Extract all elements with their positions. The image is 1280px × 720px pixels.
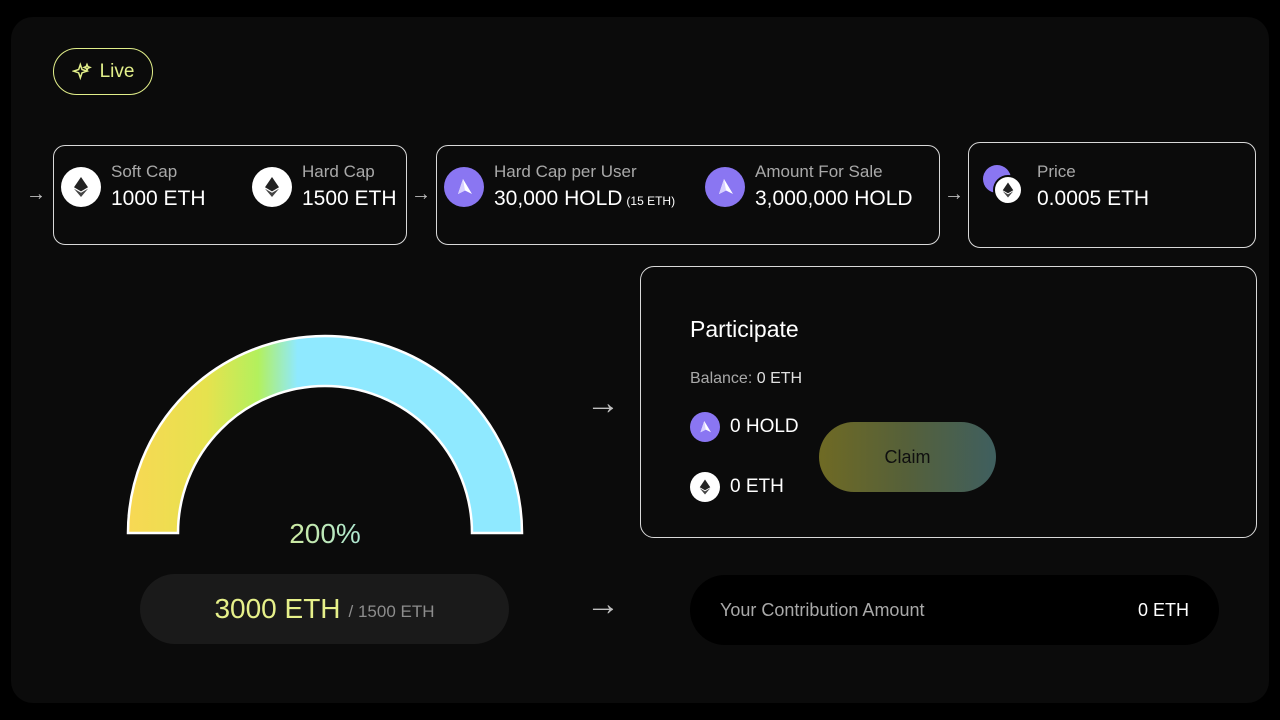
contribution-value: 0 ETH [1137,599,1189,620]
amount-for-sale-stat: Amount For Sale 3,000,000 HOLD [705,162,913,211]
price-stat: Price 0.0005 ETH [983,162,1149,211]
price-value: 0.0005 ETH [1037,187,1150,210]
hold-balance-row: 0 HOLD [690,412,799,442]
hold-amount: 0 HOLD [730,416,799,437]
raised-cap: / 1500 ETH [348,602,435,621]
soft-cap-value: 1000 ETH [111,187,206,210]
amount-for-sale-value: 3,000,000 HOLD [755,187,913,210]
allocation-card [436,145,940,245]
caps-card [53,145,407,245]
price-label: Price [1037,162,1076,181]
progress-percent: 200% [225,518,425,550]
live-label: Live [99,60,135,82]
sparkle-icon [71,61,92,80]
raised-amount: 3000 ETH [214,593,341,624]
soft-cap-stat: Soft Cap 1000 ETH [61,162,206,211]
hold-icon [444,166,484,207]
balance-label: Balance: [690,370,753,387]
amount-for-sale-label: Amount For Sale [755,162,883,181]
hard-cap-per-user-value: 30,000 HOLD [494,187,623,210]
hold-icon [690,412,720,442]
arrow-right-icon: → [586,585,620,623]
hard-cap-stat: Hard Cap 1500 ETH [252,162,397,211]
hard-cap-per-user-label: Hard Cap per User [494,162,637,181]
eth-icon [252,166,292,207]
eth-balance-row: 0 ETH [690,472,784,502]
hard-cap-label: Hard Cap [302,162,375,181]
arrow-right-icon: → [26,183,46,205]
eth-icon [61,166,101,207]
participate-title: Participate [690,316,799,342]
progress-gauge [126,334,524,535]
arrow-right-icon: → [411,183,431,205]
contribution-label: Your Contribution Amount [720,599,925,620]
hard-cap-per-user-note: (15 ETH) [626,194,676,208]
eth-amount: 0 ETH [730,476,784,497]
contribution-pill: Your Contribution Amount 0 ETH [690,575,1219,645]
hard-cap-per-user-stat: Hard Cap per User 30,000 HOLD (15 ETH) [444,162,675,211]
arrow-right-icon: → [944,183,964,205]
participate-card [640,266,1257,538]
raised-amount-pill: 3000 ETH / 1500 ETH [140,574,509,644]
balance-line: Balance: 0 ETH [690,370,802,388]
claim-button[interactable]: Claim [819,422,996,492]
soft-cap-label: Soft Cap [111,162,178,181]
eth-icon [690,472,720,502]
gauge-arc [126,334,524,535]
arrow-right-icon: → [586,384,620,422]
hold-icon [705,166,745,207]
live-status-badge[interactable]: Live [53,48,153,95]
hard-cap-value: 1500 ETH [302,187,397,210]
hold-eth-pair-icon [983,164,1027,209]
balance-value: 0 ETH [756,370,803,387]
